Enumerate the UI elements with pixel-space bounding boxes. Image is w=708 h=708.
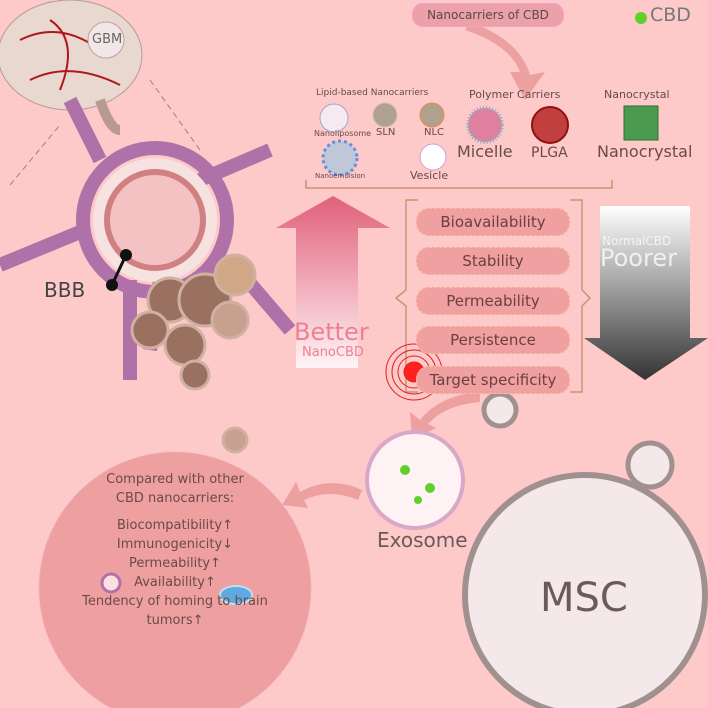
sln-icon: [372, 102, 398, 128]
nanoliposome-label: Nanoliposome: [314, 129, 372, 138]
bbb-marker-icon: [106, 249, 132, 291]
cell-icon: [100, 572, 122, 594]
comparison-heading-2: CBD nanocarriers:: [115, 491, 235, 506]
petri-dish-icon: [219, 585, 253, 605]
vesicle-label: Vesicle: [410, 169, 449, 182]
cbd-dot-icon: [635, 12, 647, 24]
curved-arrow-icon: [465, 22, 545, 100]
property-bioavailability: Bioavailability: [416, 208, 570, 236]
poorer-label: Poorer: [600, 244, 677, 272]
vesicle-icon: [419, 143, 447, 171]
bbb-label: BBB: [44, 278, 86, 302]
msc-cell-icon: [462, 391, 708, 708]
comparison-heading-1: Compared with other: [106, 472, 244, 487]
lipid-heading: Lipid-based Nanocarriers: [316, 88, 429, 98]
nlc-icon: [419, 102, 445, 128]
plga-icon: [531, 106, 569, 144]
msc-label: MSC: [540, 575, 628, 621]
arrow-to-exosome-icon: [410, 392, 480, 440]
plga-label: PLGA: [531, 145, 568, 161]
nanoemulsion-label: Nanoemulsion: [315, 172, 366, 180]
comparison-text: Compared with other CBD nanocarriers: Bi…: [40, 470, 310, 630]
comparison-item: tumors↑: [146, 613, 204, 628]
property-stability: Stability: [416, 247, 570, 275]
gbm-label: GBM: [92, 32, 123, 47]
nanocbd-label: NanoCBD: [302, 345, 364, 360]
legend-cbd: CBD: [650, 4, 691, 26]
polymer-heading: Polymer Carriers: [469, 88, 561, 101]
nanocrystal-label: Nanocrystal: [597, 142, 693, 161]
tumor-cells-icon: [130, 253, 257, 454]
comparison-item: Immunogenicity↓: [116, 537, 234, 552]
micelle-label: Micelle: [457, 142, 513, 161]
poorer-arrow-icon: [584, 206, 708, 380]
sln-label: SLN: [376, 127, 396, 138]
comparison-circle: [38, 451, 312, 708]
property-permeability: Permeability: [416, 287, 570, 315]
better-label: Better: [294, 318, 369, 346]
carriers-bracket: [305, 180, 613, 189]
comparison-item: Permeability↑: [129, 556, 221, 571]
arrow-to-circle-icon: [282, 482, 362, 508]
brain-icon: [0, 0, 143, 135]
micelle-icon: [466, 106, 504, 144]
property-target-specificity: Target specificity: [416, 366, 570, 394]
nanocrystal-icon: [623, 105, 659, 141]
blood-vessel-network: [0, 96, 296, 380]
normalcbd-label: NormalCBD: [602, 234, 672, 248]
properties-brace: [394, 199, 592, 393]
better-arrow-icon: [276, 196, 390, 368]
nanoliposome-icon: [319, 103, 349, 133]
comparison-item: Biocompatibility↑: [117, 518, 233, 533]
comparison-item: Tendency of homing to brain: [82, 594, 268, 609]
nanoemulsion-icon: [321, 139, 359, 177]
exosome-label: Exosome: [377, 528, 468, 552]
comparison-item: Availability↑: [134, 575, 216, 590]
title-pill: Nanocarriers of CBD: [412, 3, 564, 27]
exosome-icon: [365, 430, 465, 530]
property-persistence: Persistence: [416, 326, 570, 354]
nlc-label: NLC: [424, 127, 445, 138]
nanocrystal-heading: Nanocrystal: [604, 88, 670, 101]
